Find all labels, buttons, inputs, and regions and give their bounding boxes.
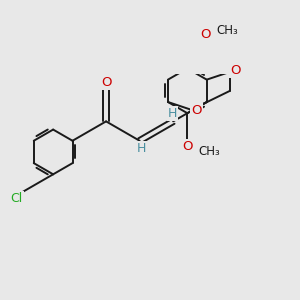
Text: O: O [182, 140, 193, 153]
Text: H: H [137, 142, 146, 155]
Text: O: O [101, 76, 111, 89]
Text: CH₃: CH₃ [216, 24, 238, 38]
Text: O: O [201, 28, 211, 41]
Text: Cl: Cl [11, 192, 22, 205]
Text: O: O [230, 64, 240, 77]
Text: H: H [168, 107, 177, 120]
Text: O: O [191, 104, 202, 117]
Text: CH₃: CH₃ [198, 146, 220, 158]
